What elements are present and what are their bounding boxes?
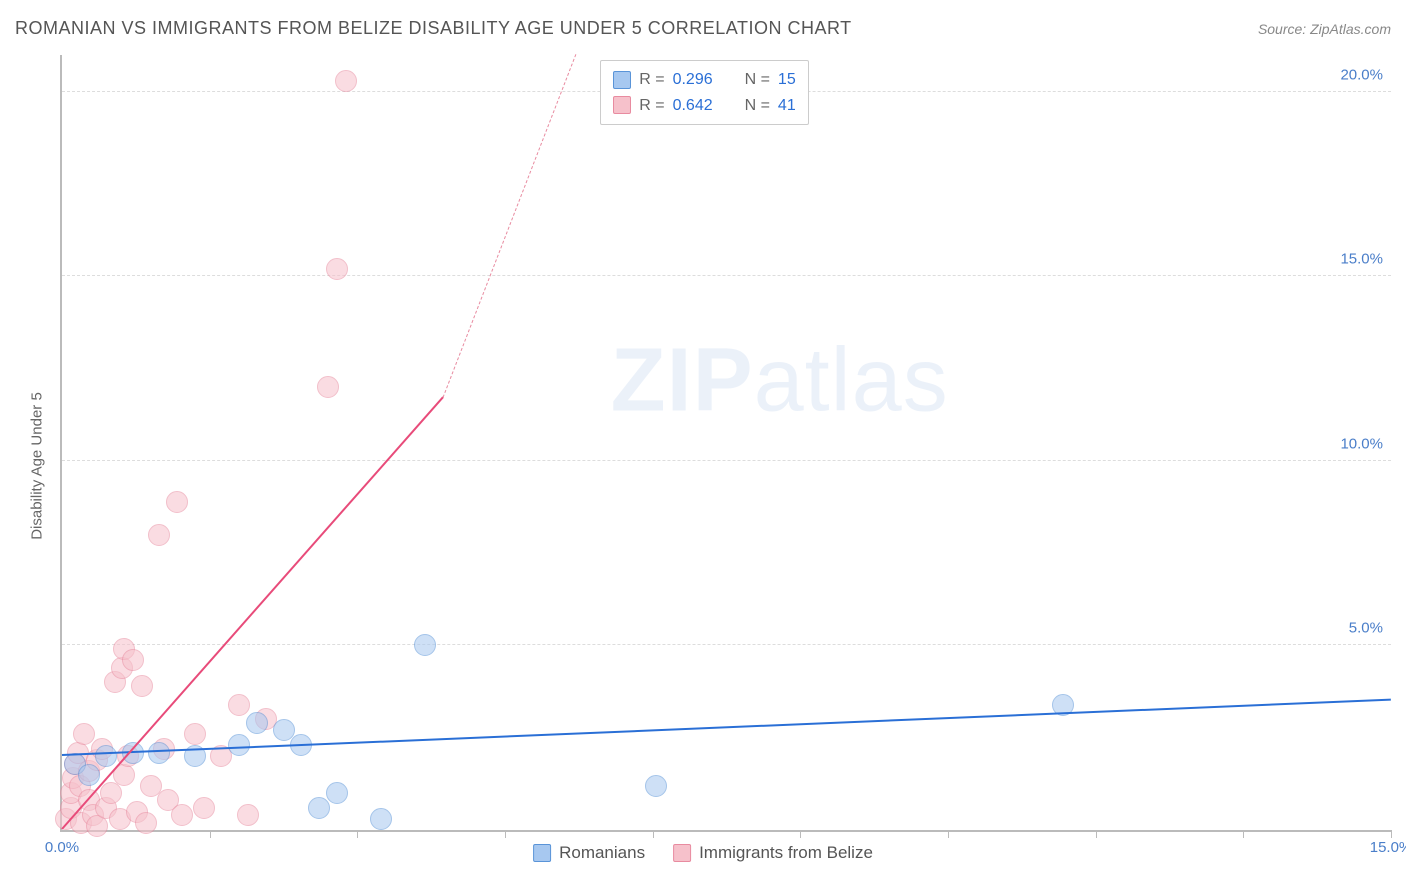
stats-r-label: R = <box>639 67 664 93</box>
y-tick-label: 10.0% <box>1340 435 1383 452</box>
gridline-h <box>62 460 1391 461</box>
trendline-belize <box>61 397 443 830</box>
bottom-legend: Romanians Immigrants from Belize <box>533 843 873 863</box>
x-tick-mark <box>1243 830 1244 838</box>
stats-n-label: N = <box>745 67 770 93</box>
scatter-point-belize <box>193 797 215 819</box>
stats-swatch-romanians <box>613 71 631 89</box>
y-tick-label: 5.0% <box>1349 620 1383 637</box>
scatter-point-romanians <box>308 797 330 819</box>
scatter-point-romanians <box>95 745 117 767</box>
scatter-point-belize <box>100 782 122 804</box>
x-tick-mark <box>210 830 211 838</box>
x-tick-mark <box>948 830 949 838</box>
scatter-point-belize <box>335 70 357 92</box>
scatter-point-romanians <box>78 764 100 786</box>
x-tick-mark <box>653 830 654 838</box>
scatter-point-belize <box>184 723 206 745</box>
chart-container: Disability Age Under 5 ZIPatlas 5.0% 10.0… <box>15 55 1391 877</box>
chart-header: ROMANIAN VS IMMIGRANTS FROM BELIZE DISAB… <box>15 18 1391 39</box>
legend-item-belize: Immigrants from Belize <box>673 843 873 863</box>
x-tick-mark <box>505 830 506 838</box>
scatter-point-romanians <box>414 634 436 656</box>
legend-label-romanians: Romanians <box>559 843 645 863</box>
source-prefix: Source: <box>1258 21 1310 37</box>
stats-n-value-belize: 41 <box>778 93 796 119</box>
legend-swatch-romanians <box>533 844 551 862</box>
watermark-rest: atlas <box>754 330 949 430</box>
stats-box: R = 0.296 N = 15 R = 0.642 N = 41 <box>600 60 808 125</box>
stats-n-label: N = <box>745 93 770 119</box>
stats-swatch-belize <box>613 96 631 114</box>
source-attribution: Source: ZipAtlas.com <box>1258 21 1391 37</box>
y-tick-label: 20.0% <box>1340 66 1383 83</box>
scatter-point-belize <box>148 524 170 546</box>
x-tick-mark <box>1096 830 1097 838</box>
stats-row-belize: R = 0.642 N = 41 <box>613 93 795 119</box>
y-axis-label: Disability Age Under 5 <box>29 392 46 540</box>
scatter-point-belize <box>317 376 339 398</box>
scatter-point-belize <box>131 675 153 697</box>
scatter-point-romanians <box>228 734 250 756</box>
gridline-h <box>62 644 1391 645</box>
scatter-point-romanians <box>148 742 170 764</box>
stats-n-value-romanians: 15 <box>778 67 796 93</box>
x-tick-label: 15.0% <box>1370 839 1406 856</box>
scatter-point-belize <box>135 812 157 834</box>
chart-title: ROMANIAN VS IMMIGRANTS FROM BELIZE DISAB… <box>15 18 852 39</box>
scatter-point-romanians <box>326 782 348 804</box>
scatter-point-romanians <box>246 712 268 734</box>
scatter-point-romanians <box>645 775 667 797</box>
scatter-point-belize <box>122 649 144 671</box>
trendline-belize-dashed <box>443 54 577 398</box>
watermark: ZIPatlas <box>611 329 949 432</box>
legend-label-belize: Immigrants from Belize <box>699 843 873 863</box>
x-tick-label: 0.0% <box>45 839 79 856</box>
stats-r-label: R = <box>639 93 664 119</box>
stats-row-romanians: R = 0.296 N = 15 <box>613 67 795 93</box>
gridline-h <box>62 275 1391 276</box>
scatter-point-romanians <box>370 808 392 830</box>
scatter-point-belize <box>228 694 250 716</box>
x-tick-mark <box>1391 830 1392 838</box>
plot-area: ZIPatlas 5.0%10.0%15.0%20.0%0.0%15.0%R =… <box>60 55 1391 832</box>
watermark-bold: ZIP <box>611 330 754 430</box>
y-tick-label: 15.0% <box>1340 251 1383 268</box>
stats-r-value-romanians: 0.296 <box>673 67 723 93</box>
x-tick-mark <box>357 830 358 838</box>
scatter-point-belize <box>326 258 348 280</box>
stats-r-value-belize: 0.642 <box>673 93 723 119</box>
x-tick-mark <box>800 830 801 838</box>
legend-item-romanians: Romanians <box>533 843 645 863</box>
scatter-point-belize <box>237 804 259 826</box>
legend-swatch-belize <box>673 844 691 862</box>
scatter-point-belize <box>166 491 188 513</box>
source-name: ZipAtlas.com <box>1310 21 1391 37</box>
scatter-point-belize <box>171 804 193 826</box>
